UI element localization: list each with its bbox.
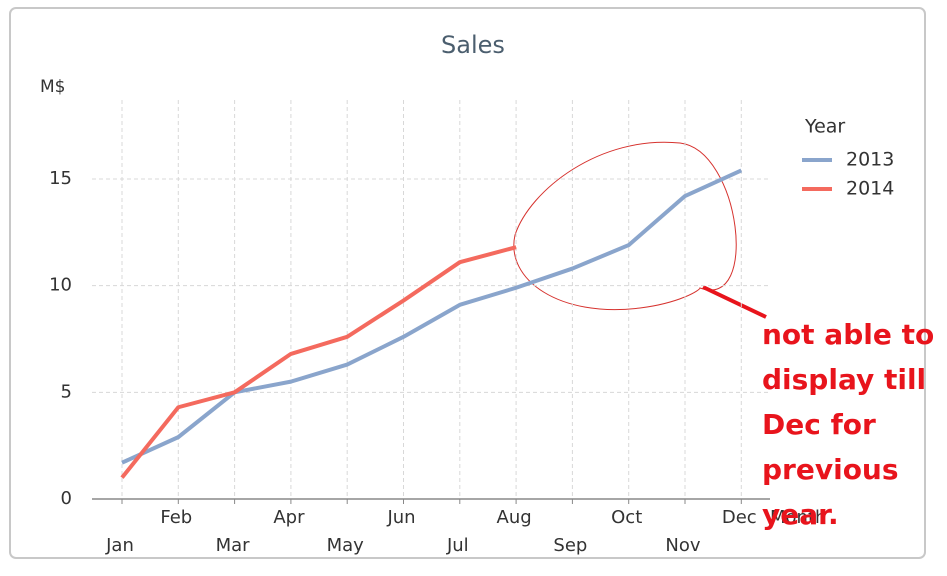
annotation-ellipse xyxy=(513,141,737,310)
x-tick-label: Nov xyxy=(665,535,700,556)
x-tick-label: Jun xyxy=(386,507,415,528)
x-tick-label: Sep xyxy=(553,535,587,556)
series-line xyxy=(120,245,517,479)
x-tick-label: Oct xyxy=(611,507,642,528)
x-tick-label: Aug xyxy=(497,507,532,528)
annotation-text: display till xyxy=(762,363,926,396)
x-tick-label: Feb xyxy=(160,507,192,528)
annotation-text: year. xyxy=(762,498,839,531)
y-tick-label: 10 xyxy=(49,275,72,296)
y-axis-label: M$ xyxy=(40,77,65,97)
annotation-text: not able to xyxy=(762,318,934,351)
y-tick-label: 0 xyxy=(61,488,72,509)
x-tick-label: Jan xyxy=(105,535,134,556)
chart-title: Sales xyxy=(441,31,505,59)
x-tick-label: Mar xyxy=(216,535,251,556)
legend-label: 2014 xyxy=(846,178,894,200)
x-tick-label: Jul xyxy=(446,535,469,556)
annotation-arrow xyxy=(702,285,767,319)
annotation-text: previous xyxy=(762,453,899,486)
x-tick-label: Apr xyxy=(273,507,305,528)
annotation-text: Dec for xyxy=(762,408,876,441)
y-tick-label: 15 xyxy=(49,168,72,189)
y-tick-label: 5 xyxy=(61,381,72,402)
x-tick-label: Dec xyxy=(722,507,757,528)
x-axis-label: Month xyxy=(770,507,826,528)
legend-label: 2013 xyxy=(846,149,894,171)
legend-title: Year xyxy=(804,116,845,138)
chart-frame xyxy=(9,7,926,559)
series-line xyxy=(121,168,743,465)
x-tick-label: May xyxy=(327,535,365,556)
